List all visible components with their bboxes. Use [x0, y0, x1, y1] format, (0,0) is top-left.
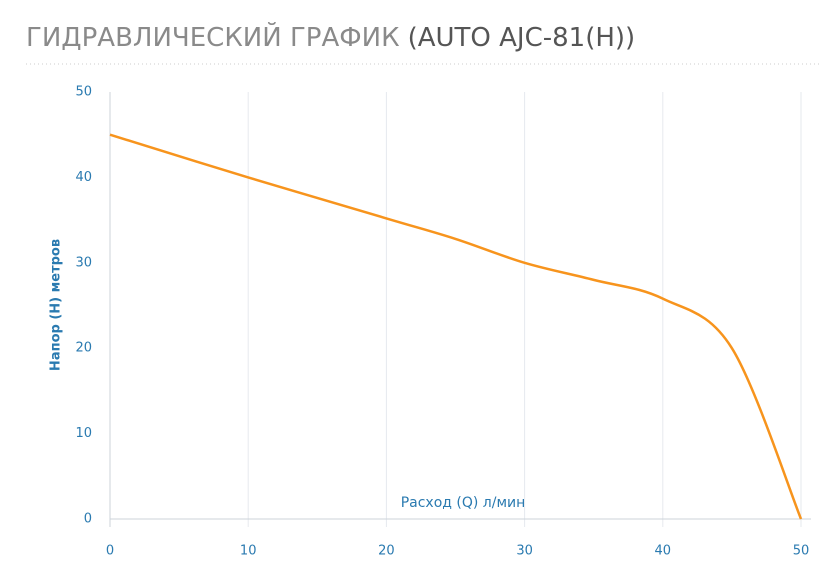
- chart-title: ГИДРАВЛИЧЕСКИЙ ГРАФИК (AUTO AJC-81(H)): [26, 21, 635, 53]
- y-tick-label: 0: [84, 512, 92, 527]
- x-tick-label: 20: [378, 544, 395, 559]
- y-tick-label: 10: [75, 426, 92, 441]
- x-tick-label: 0: [106, 544, 114, 559]
- x-tick-label: 50: [793, 544, 810, 559]
- x-tick-label: 40: [655, 544, 672, 559]
- x-tick-label: 10: [240, 544, 257, 559]
- title-main: ГИДРАВЛИЧЕСКИЙ ГРАФИК: [26, 21, 400, 53]
- series-line: [109, 133, 803, 520]
- y-tick-label: 50: [75, 85, 92, 100]
- y-tick-label: 40: [75, 170, 92, 185]
- y-tick-label: 30: [75, 255, 92, 270]
- y-tick-label: 20: [75, 341, 92, 356]
- title-model: (AUTO AJC-81(H)): [408, 23, 636, 53]
- y-axis-title: Напор (H) метров: [49, 239, 64, 371]
- x-axis-title: Расход (Q) л/мин: [401, 495, 526, 511]
- x-tick-label: 30: [516, 544, 533, 559]
